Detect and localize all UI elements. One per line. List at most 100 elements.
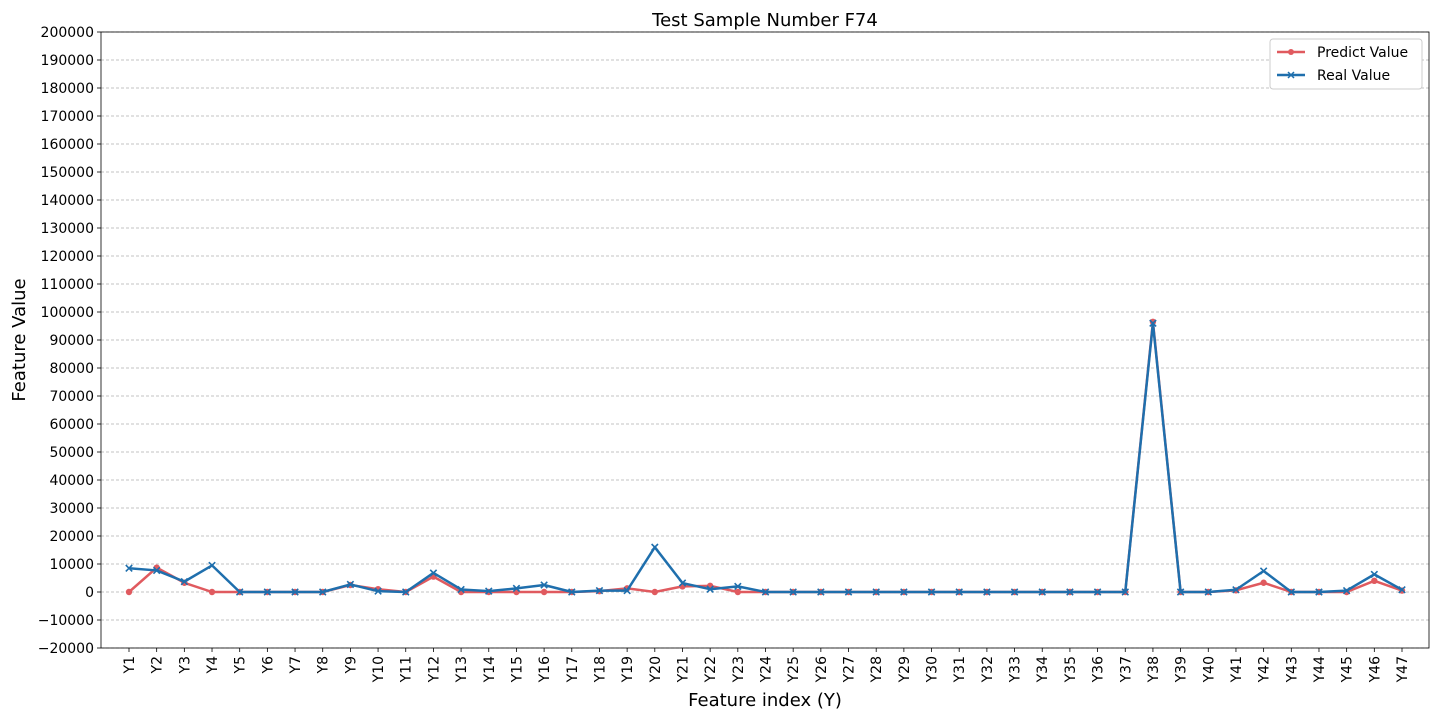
x-tick-label: Y39 [1174,656,1190,683]
y-tick-label: 180000 [41,81,94,97]
y-tick-label: 190000 [41,53,94,69]
y-tick-label: 170000 [41,109,94,125]
data-point [734,588,742,596]
data-point [1121,588,1130,596]
y-tick-label: 10000 [49,557,94,573]
y-tick-label: 0 [85,585,94,601]
x-tick-label: Y6 [260,656,276,675]
x-tick-label: Y40 [1201,656,1217,683]
plot-frame [100,31,1430,649]
data-point [1232,585,1240,594]
data-point [678,579,687,587]
x-tick-label: Y14 [482,656,498,683]
data-point [125,588,133,596]
y-tick-label: 80000 [49,361,94,377]
legend: Predict Value Real Value [1269,38,1423,90]
x-tick-label: Y20 [648,656,664,683]
x-tick-label: Y45 [1340,656,1356,683]
series-line [128,320,1403,594]
x-tick-label: Y28 [869,656,885,683]
x-tick-label: Y16 [537,656,553,683]
x-tick-label: Y2 [150,656,166,674]
data-point [540,581,548,589]
y-tick-label: 90000 [49,333,94,349]
y-tick-label: 160000 [41,137,94,153]
x-tick-label: Y25 [786,656,802,683]
x-tick-label: Y13 [454,656,470,683]
data-point [457,585,465,594]
x-tick-label: Y15 [509,656,525,683]
x-tick-label: Y3 [177,656,193,674]
x-tick-label: Y5 [233,656,249,674]
x-axis-ticks: Y1 Y2 Y3 Y4 Y5 Y6 Y7 Y8 Y9 Y10 Y11 Y12 Y13 Y14 Y15 Y16 Y… [122,648,1411,683]
x-tick-label: Y46 [1367,656,1383,683]
data-point [927,588,936,596]
y-tick-label: 140000 [41,193,94,209]
x-tick-label: Y33 [1008,656,1024,683]
x-tick-label: Y17 [565,656,581,683]
series-group [125,318,1406,596]
data-point [844,588,853,596]
x-tick-label: Y10 [371,656,387,683]
x-tick-label: Y44 [1312,656,1328,683]
y-tick-label: 130000 [41,221,94,237]
data-point [1260,579,1267,586]
data-point [1149,319,1157,327]
data-point [1287,588,1296,596]
data-point [706,585,714,593]
data-point [401,588,410,596]
x-tick-label: Y35 [1063,656,1079,683]
grid-lines [101,31,1429,649]
data-point [263,588,272,596]
x-tick-label: Y9 [343,656,359,674]
y-axis-label: Feature Value [9,278,30,401]
y-tick-label: −20000 [38,641,94,657]
x-tick-label: Y21 [675,656,691,683]
data-point [1370,570,1379,579]
y-axis-ticks: −20000 −10000 0 10000 20000 30000 40000 50000 60… [38,25,101,657]
x-tick-label: Y18 [592,656,608,683]
data-point [1066,588,1074,596]
x-tick-label: Y36 [1091,656,1107,683]
data-point [180,577,189,586]
data-point [540,588,548,596]
legend-real-marker [1287,71,1295,79]
data-point [900,588,908,596]
data-point [734,582,742,591]
data-point [208,561,216,570]
legend-real-label: Real Value [1317,68,1390,84]
data-point [1342,586,1351,595]
x-tick-label: Y29 [897,656,913,683]
data-point [1038,588,1047,596]
legend-predict-marker [1288,49,1294,55]
y-tick-label: −10000 [38,613,94,629]
x-tick-label: Y19 [620,656,636,683]
x-tick-label: Y7 [288,656,304,674]
data-point [983,588,991,596]
data-point [955,588,963,596]
x-tick-label: Y11 [399,656,415,683]
data-point [761,588,770,596]
x-tick-label: Y24 [759,656,775,683]
y-tick-label: 60000 [49,417,94,433]
x-tick-label: Y12 [426,656,442,683]
data-point [1093,588,1102,596]
data-point [235,588,244,596]
y-tick-label: 30000 [49,501,94,517]
x-tick-label: Y4 [205,656,221,675]
data-point [1371,577,1378,584]
x-tick-label: Y32 [980,656,996,683]
x-tick-label: Y23 [731,656,747,683]
data-point [1204,588,1213,596]
data-point [789,588,797,596]
x-tick-label: Y8 [316,656,332,674]
data-point [568,588,576,596]
y-tick-label: 200000 [41,25,94,41]
y-tick-label: 20000 [49,529,94,545]
data-point [125,564,133,572]
x-tick-label: Y43 [1284,656,1300,683]
x-tick-label: Y30 [925,656,941,683]
data-point [817,588,825,596]
data-point [651,588,659,596]
y-tick-label: 120000 [41,249,94,265]
